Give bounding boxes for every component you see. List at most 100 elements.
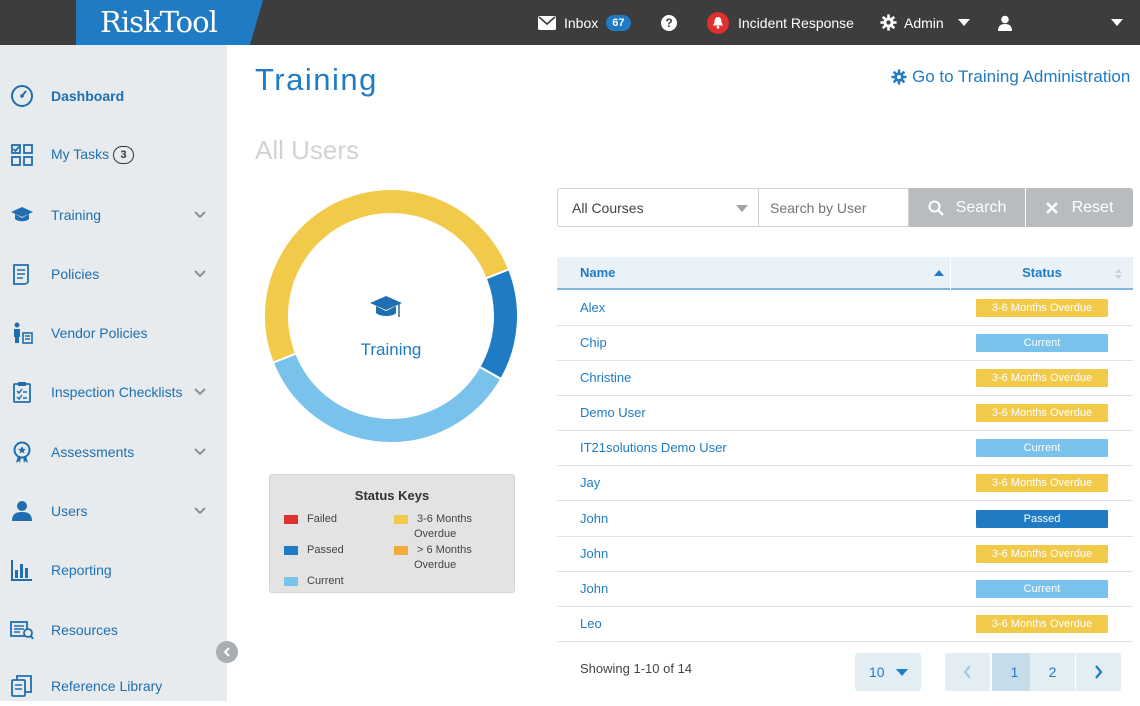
- sidebar-item-inspection-checklists[interactable]: Inspection Checklists: [0, 372, 227, 412]
- status-badge: Current: [976, 439, 1108, 457]
- table-row: Demo User 3-6 Months Overdue: [557, 396, 1133, 431]
- column-header-label: Status: [1022, 265, 1062, 280]
- pagination-summary: Showing 1-10 of 14: [580, 661, 693, 676]
- column-header-status[interactable]: Status: [951, 257, 1133, 290]
- legend-swatch-3-6-months: [394, 515, 408, 524]
- status-badge: 3-6 Months Overdue: [976, 545, 1108, 563]
- column-header-label: Name: [580, 265, 616, 280]
- close-icon: [1045, 201, 1058, 214]
- sidebar-item-reference-library[interactable]: Reference Library: [0, 666, 227, 706]
- course-select[interactable]: All Courses: [557, 188, 759, 227]
- sidebar-item-my-tasks[interactable]: My Tasks 3: [0, 135, 227, 175]
- training-administration-link[interactable]: Go to Training Administration: [891, 67, 1130, 87]
- sidebar-item-vendor-policies[interactable]: Vendor Policies: [0, 313, 227, 353]
- status-keys-legend: Status Keys Failed Passed Current 3-6 Mo…: [269, 474, 515, 593]
- user-name-link[interactable]: Leo: [580, 616, 602, 631]
- sidebar: Dashboard My Tasks 3 Training Policies Ve…: [0, 45, 227, 701]
- sidebar-item-training[interactable]: Training: [0, 195, 227, 235]
- user-name-link[interactable]: Christine: [580, 370, 632, 385]
- training-administration-label: Go to Training Administration: [912, 67, 1131, 86]
- table-row: John Passed: [557, 502, 1133, 537]
- sidebar-item-label: Users: [51, 503, 88, 519]
- status-badge: 3-6 Months Overdue: [976, 474, 1108, 492]
- donut-slice-passed: [478, 267, 519, 381]
- chevron-down-icon: [896, 669, 908, 676]
- legend-label-current: Current: [307, 575, 344, 587]
- library-icon: [9, 673, 35, 699]
- status-badge: 3-6 Months Overdue: [976, 369, 1108, 387]
- user-name-link[interactable]: Alex: [580, 300, 606, 315]
- next-page-button[interactable]: [1076, 653, 1122, 691]
- gear-icon: [880, 14, 897, 31]
- legend-swatch-passed: [284, 546, 298, 555]
- reset-button-label: Reset: [1071, 198, 1114, 216]
- donut-center-label: Training: [361, 340, 422, 359]
- user-name-link[interactable]: John: [580, 546, 609, 561]
- sidebar-item-resources[interactable]: Resources: [0, 610, 227, 650]
- incident-response-button[interactable]: Incident Response: [707, 0, 854, 45]
- sidebar-item-label: Vendor Policies: [51, 325, 148, 341]
- table-row: Alex 3-6 Months Overdue: [557, 291, 1133, 326]
- user-icon: [9, 498, 35, 524]
- help-button[interactable]: ?: [661, 0, 677, 45]
- user-name-link[interactable]: John: [580, 581, 609, 596]
- user-icon: [998, 15, 1012, 31]
- admin-menu[interactable]: Admin: [880, 0, 970, 45]
- more-menu-button[interactable]: [1111, 0, 1123, 45]
- status-badge: 3-6 Months Overdue: [976, 299, 1108, 317]
- app-logo[interactable]: RiskTool: [76, 0, 263, 45]
- status-badge: Current: [976, 334, 1108, 352]
- search-button[interactable]: Search: [909, 188, 1025, 227]
- user-name-link[interactable]: Jay: [580, 475, 601, 490]
- table-row: Chip Current: [557, 326, 1133, 361]
- sidebar-item-label: Dashboard: [51, 88, 125, 104]
- sidebar-item-label: Reporting: [51, 562, 112, 578]
- table-row: Leo 3-6 Months Overdue: [557, 607, 1133, 642]
- user-name-link[interactable]: Demo User: [580, 405, 646, 420]
- page-button-2[interactable]: 2: [1030, 653, 1076, 691]
- section-subtitle: All Users: [255, 135, 360, 165]
- sidebar-item-label: Reference Library: [51, 678, 163, 694]
- user-name-link[interactable]: Chip: [580, 335, 607, 350]
- sidebar-item-label: Resources: [51, 622, 118, 638]
- collapse-sidebar-button[interactable]: [216, 641, 238, 663]
- donut-slice-current: [271, 352, 503, 444]
- user-profile-button[interactable]: [998, 0, 1012, 45]
- incident-response-label: Incident Response: [738, 14, 854, 31]
- status-badge: 3-6 Months Overdue: [976, 404, 1108, 422]
- table-row: Christine 3-6 Months Overdue: [557, 361, 1133, 396]
- user-name-link[interactable]: IT21solutions Demo User: [580, 440, 727, 455]
- sort-ascending-icon: [934, 270, 944, 276]
- legend-label-3-6-months: 3-6 Months Overdue: [414, 513, 473, 540]
- column-header-name[interactable]: Name: [557, 257, 950, 290]
- award-icon: [9, 439, 35, 465]
- envelope-icon: [538, 15, 556, 30]
- reset-button[interactable]: Reset: [1026, 188, 1133, 227]
- graduation-cap-icon: [370, 296, 402, 317]
- sidebar-item-users[interactable]: Users: [0, 491, 227, 531]
- chevron-left-icon: [963, 665, 971, 679]
- page-size-select[interactable]: 10: [855, 653, 921, 691]
- training-status-donut-chart: Training: [263, 188, 519, 444]
- chevron-down-icon: [194, 211, 206, 219]
- tasks-count-badge: 3: [113, 146, 135, 165]
- search-button-label: Search: [955, 198, 1007, 216]
- sidebar-item-dashboard[interactable]: Dashboard: [0, 76, 227, 116]
- sidebar-item-reporting[interactable]: Reporting: [0, 550, 227, 590]
- table-row: IT21solutions Demo User Current: [557, 431, 1133, 466]
- chevron-down-icon: [736, 205, 748, 212]
- sidebar-item-assessments[interactable]: Assessments: [0, 432, 227, 472]
- sidebar-item-label: Training: [51, 207, 102, 223]
- course-select-value: All Courses: [572, 199, 644, 216]
- search-user-input[interactable]: [759, 188, 909, 227]
- sidebar-item-policies[interactable]: Policies: [0, 254, 227, 294]
- previous-page-button[interactable]: [945, 653, 991, 691]
- resources-icon: [9, 617, 35, 643]
- inbox-label: Inbox: [564, 14, 599, 31]
- inbox-button[interactable]: Inbox 67: [538, 0, 631, 45]
- page-title: Training: [255, 62, 378, 97]
- inbox-count-badge: 67: [606, 14, 631, 31]
- sidebar-item-label: My Tasks: [51, 145, 110, 162]
- donut-slice-3-6-months-overdue: [263, 188, 511, 365]
- user-name-link[interactable]: John: [580, 511, 609, 526]
